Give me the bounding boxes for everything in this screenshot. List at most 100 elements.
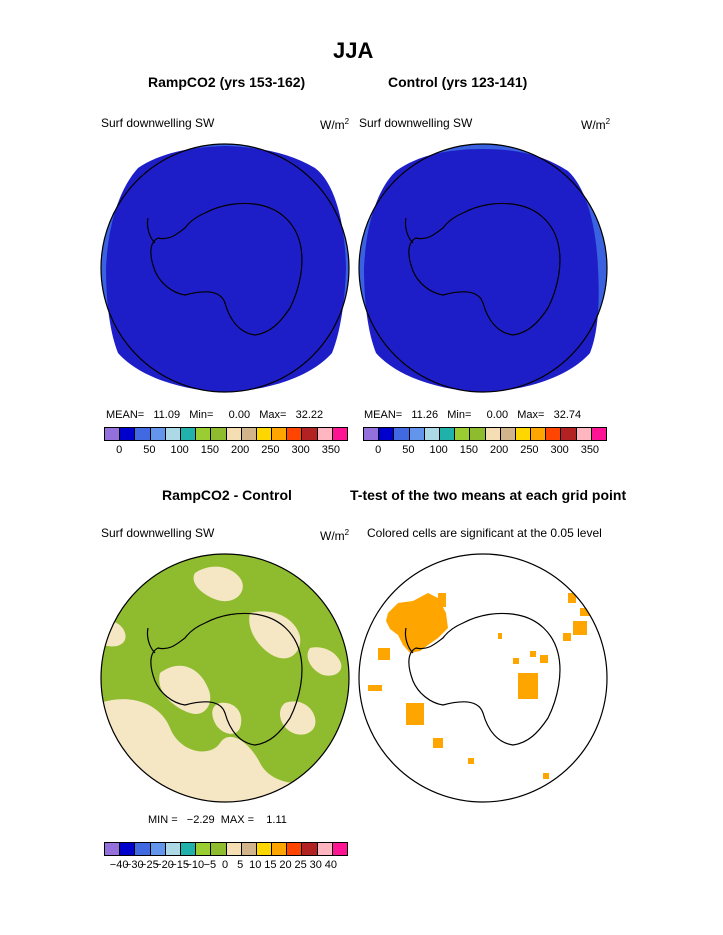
colorbar-swatch <box>546 428 562 440</box>
colorbar-swatch <box>150 428 166 440</box>
colorbar-tick-label: 200 <box>230 444 250 456</box>
ramp-colorbar-labels: 0 50 100 150 200 250 300 350 <box>104 444 346 458</box>
colorbar-swatch <box>241 428 257 440</box>
colorbar-swatch <box>256 428 273 440</box>
control-colorbar <box>363 427 607 441</box>
colorbar-swatch <box>379 428 395 440</box>
diff-panel-title: RampCO2 - Control <box>162 487 292 503</box>
colorbar-swatch <box>256 843 273 855</box>
colorbar-tick-label: 10 <box>249 859 262 871</box>
ramp-colorbar <box>104 427 348 441</box>
control-map <box>358 143 608 393</box>
colorbar-swatch <box>226 428 242 440</box>
colorbar-swatch <box>302 428 318 440</box>
colorbar-swatch <box>120 428 136 440</box>
colorbar-tick-label: 40 <box>324 859 337 871</box>
control-map-border <box>358 143 608 393</box>
control-map-fill <box>364 149 599 392</box>
colorbar-swatch <box>135 843 151 855</box>
colorbar-swatch <box>591 428 606 440</box>
colorbar-swatch <box>226 843 242 855</box>
colorbar-tick-label: 200 <box>489 444 509 456</box>
colorbar-tick-label: 20 <box>279 859 292 871</box>
colorbar-swatch <box>317 843 333 855</box>
colorbar-swatch <box>500 428 516 440</box>
colorbar-tick-label: 150 <box>459 444 479 456</box>
diff-colorbar-labels: −40 −30 −25 −20 −15 −10 −5 0 5 10 15 20 25 30 40 <box>104 859 346 873</box>
colorbar-tick-label: −30 <box>124 859 144 871</box>
control-stats: MEAN= 11.26 Min= 0.00 Max= 32.74 <box>364 409 582 421</box>
colorbar-swatch <box>561 428 577 440</box>
ramp-map-fill <box>106 146 346 392</box>
colorbar-tick-label: 350 <box>580 444 600 456</box>
colorbar-swatch <box>105 843 121 855</box>
colorbar-swatch <box>180 843 197 855</box>
colorbar-swatch <box>364 428 380 440</box>
control-units: W/m2 <box>581 117 611 132</box>
colorbar-swatch <box>332 428 347 440</box>
colorbar-tick-label: 150 <box>200 444 220 456</box>
colorbar-swatch <box>150 843 166 855</box>
colorbar-swatch <box>317 428 333 440</box>
colorbar-swatch <box>196 428 212 440</box>
control-colorbar-labels: 0 50 100 150 200 250 300 350 <box>363 444 605 458</box>
ramp-panel-title: RampCO2 (yrs 153-162) <box>148 74 306 90</box>
colorbar-tick-label: 0 <box>116 444 123 456</box>
colorbar-tick-label: 50 <box>402 444 415 456</box>
colorbar-tick-label: 300 <box>291 444 310 456</box>
colorbar-tick-label: 250 <box>520 444 539 456</box>
colorbar-swatch <box>272 843 288 855</box>
colorbar-swatch <box>211 843 227 855</box>
colorbar-tick-label: 25 <box>294 859 307 871</box>
colorbar-tick-label: −25 <box>140 859 159 871</box>
colorbar-swatch <box>455 428 471 440</box>
colorbar-swatch <box>211 428 227 440</box>
colorbar-swatch <box>515 428 532 440</box>
control-antarctica-coastline <box>404 202 561 336</box>
colorbar-tick-label: −20 <box>155 859 174 871</box>
colorbar-swatch <box>287 428 303 440</box>
ramp-units: W/m2 <box>320 117 350 132</box>
colorbar-tick-label: 100 <box>170 444 189 456</box>
colorbar-tick-label: 350 <box>321 444 341 456</box>
control-panel-title: Control (yrs 123-141) <box>388 74 528 90</box>
diff-map <box>100 553 350 803</box>
ttest-significant-cells <box>368 593 590 779</box>
ramp-map-border <box>100 143 350 393</box>
colorbar-swatch <box>135 428 151 440</box>
colorbar-swatch <box>241 843 257 855</box>
ramp-map <box>100 143 350 393</box>
colorbar-tick-label: −10 <box>185 859 205 871</box>
colorbar-tick-label: 300 <box>550 444 569 456</box>
colorbar-swatch <box>409 428 425 440</box>
colorbar-swatch <box>287 843 303 855</box>
colorbar-swatch <box>165 843 181 855</box>
ttest-caption: Colored cells are significant at the 0.0… <box>367 526 602 540</box>
ttest-map <box>358 553 608 803</box>
ttest-map-border <box>358 553 608 803</box>
colorbar-swatch <box>196 843 212 855</box>
colorbar-swatch <box>576 428 592 440</box>
colorbar-swatch <box>424 428 440 440</box>
colorbar-swatch <box>439 428 456 440</box>
ttest-panel-title: T-test of the two means at each grid poi… <box>350 487 627 503</box>
colorbar-swatch <box>105 428 121 440</box>
colorbar-swatch <box>470 428 486 440</box>
colorbar-tick-label: 0 <box>221 859 229 871</box>
colorbar-tick-label: 30 <box>309 859 322 871</box>
colorbar-swatch <box>302 843 318 855</box>
colorbar-tick-label: 50 <box>143 444 156 456</box>
diff-colorbar <box>104 842 348 856</box>
colorbar-swatch <box>332 843 347 855</box>
colorbar-tick-label: 100 <box>429 444 448 456</box>
colorbar-tick-label: −40 <box>109 859 129 871</box>
colorbar-tick-label: 0 <box>375 444 382 456</box>
colorbar-tick-label: 5 <box>237 859 244 871</box>
colorbar-swatch <box>272 428 288 440</box>
diff-variable-label: Surf downwelling SW <box>101 526 215 540</box>
diff-units: W/m2 <box>320 528 350 543</box>
colorbar-swatch <box>120 843 136 855</box>
colorbar-tick-label: 250 <box>261 444 280 456</box>
colorbar-swatch <box>180 428 197 440</box>
colorbar-tick-label: −5 <box>203 859 217 871</box>
